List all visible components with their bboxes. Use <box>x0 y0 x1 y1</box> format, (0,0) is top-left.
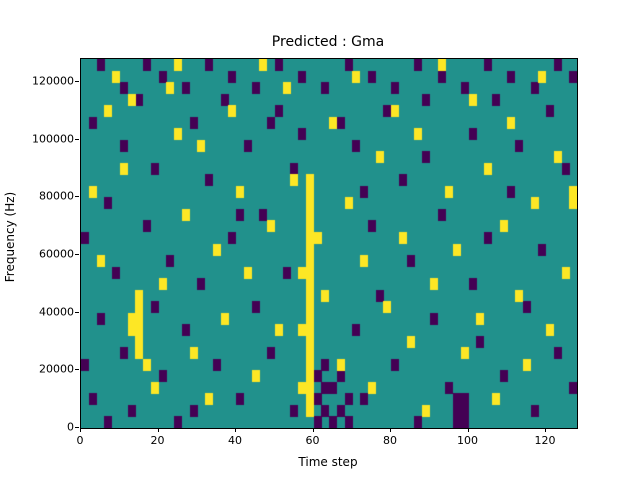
y-tick-mark <box>75 369 79 371</box>
x-tick-label: 100 <box>457 434 478 447</box>
y-tick-label: 20000 <box>39 362 74 376</box>
y-tick-mark <box>75 254 79 256</box>
y-tick-label: 100000 <box>32 132 74 146</box>
x-tick-mark <box>235 428 236 432</box>
x-tick-label: 20 <box>150 434 165 447</box>
y-tick-mark <box>75 427 79 428</box>
x-tick-label: 120 <box>534 434 556 447</box>
x-axis-label: Time step <box>298 455 358 469</box>
plot-area <box>80 58 578 429</box>
x-tick-mark <box>390 428 391 432</box>
x-tick-label: 80 <box>383 434 397 447</box>
y-tick-label: 60000 <box>39 247 74 261</box>
x-tick-label: 60 <box>305 434 320 447</box>
x-tick-mark <box>312 428 314 432</box>
x-tick-label: 40 <box>228 434 242 447</box>
chart-title: Predicted : Gma <box>271 34 385 50</box>
x-tick-mark <box>157 428 159 432</box>
y-tick-label: 120000 <box>32 74 74 88</box>
y-tick-label: 0 <box>67 420 74 434</box>
y-axis-label: Frequency (Hz) <box>3 191 17 283</box>
y-tick-mark <box>75 311 79 313</box>
y-tick-mark <box>75 81 79 83</box>
y-tick-label: 80000 <box>39 189 74 203</box>
heatmap-canvas <box>81 59 577 428</box>
x-tick-mark <box>467 428 469 432</box>
x-tick-label: 0 <box>76 434 84 447</box>
y-tick-label: 40000 <box>39 305 74 319</box>
y-tick-mark <box>75 196 79 198</box>
x-tick-mark <box>545 428 546 432</box>
x-tick-mark <box>80 428 81 432</box>
y-tick-mark <box>75 138 79 140</box>
